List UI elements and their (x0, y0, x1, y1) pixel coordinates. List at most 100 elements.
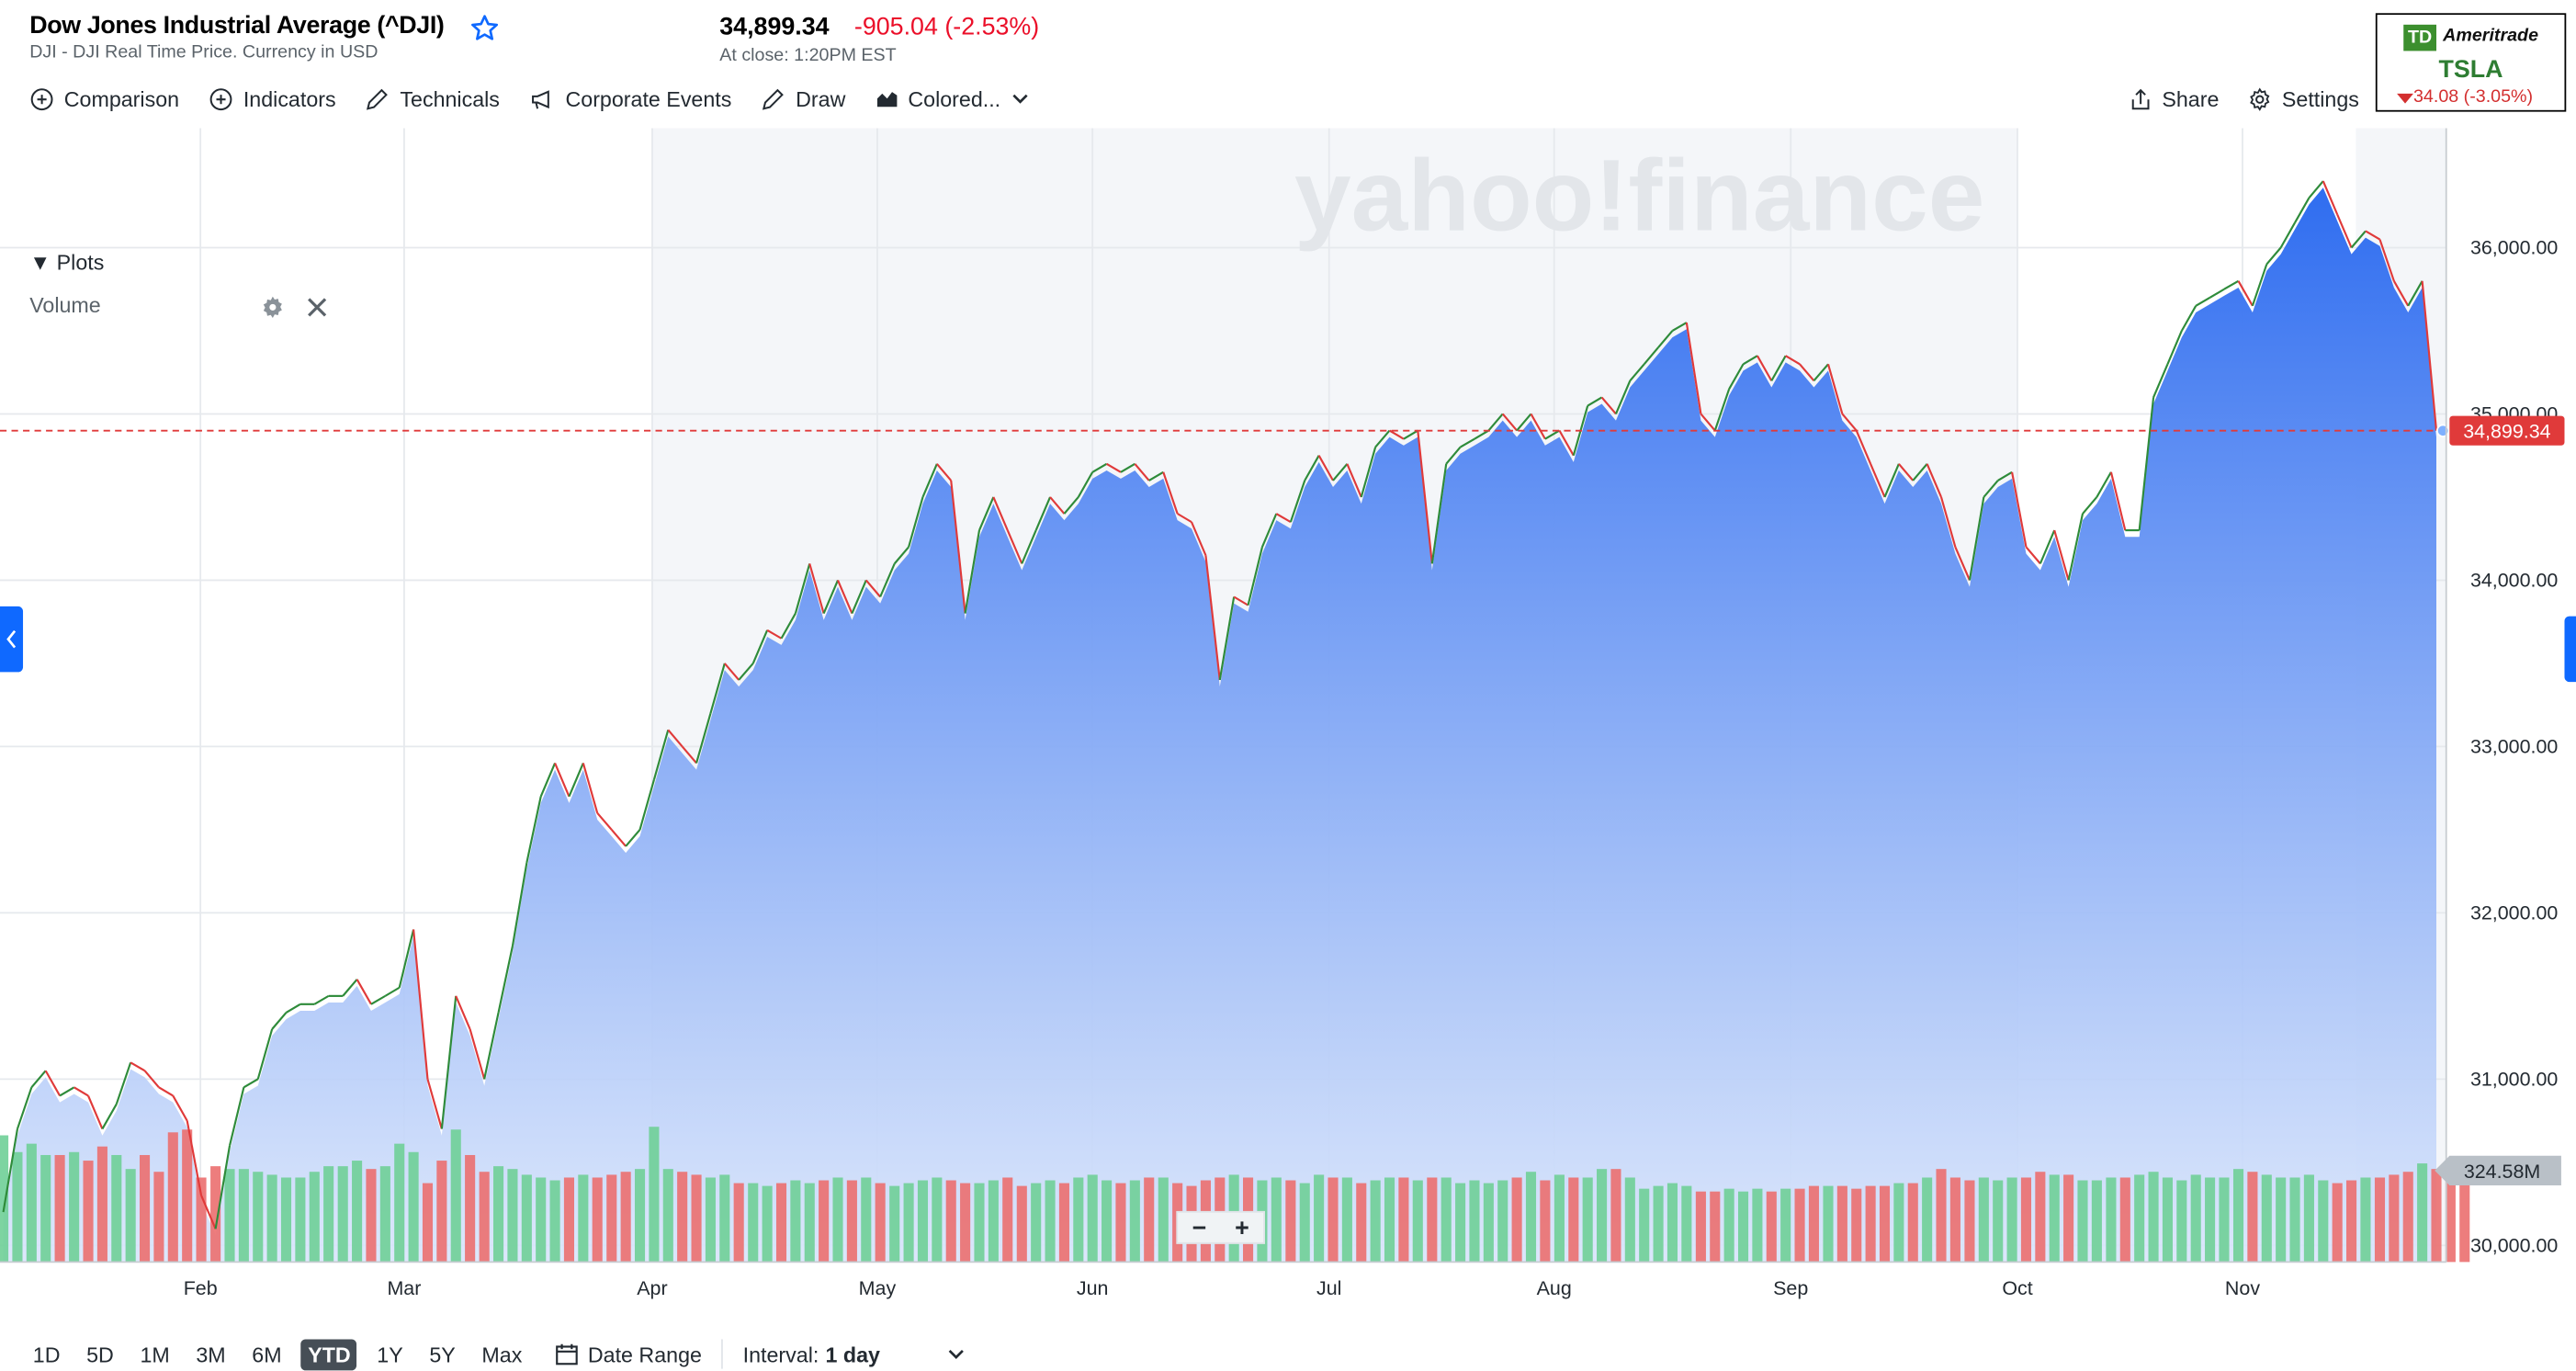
close-icon[interactable] (306, 296, 329, 319)
close-time: At close: 1:20PM EST (719, 46, 897, 66)
range-5d-button[interactable]: 5D (86, 1342, 114, 1366)
volume-bar (917, 1180, 929, 1263)
share-button[interactable]: Share (2130, 82, 2219, 115)
price-line-segment (610, 829, 627, 847)
volume-bar (1851, 1188, 1862, 1263)
price-line-segment (893, 546, 910, 565)
volume-bar (1016, 1185, 1027, 1263)
settings-button[interactable]: Settings (2247, 82, 2359, 115)
price-line-segment (2109, 471, 2127, 531)
price-line-segment (256, 1028, 274, 1080)
range-6m-button[interactable]: 6M (252, 1342, 282, 1366)
price-line-segment (2336, 213, 2353, 248)
price-line-segment (554, 763, 571, 798)
price-line-segment (1713, 388, 1731, 431)
price-line-segment (936, 463, 953, 482)
volume-bar (2035, 1172, 2046, 1263)
volume-bar (352, 1161, 363, 1263)
volume-bar (2374, 1177, 2386, 1263)
volume-bar (1568, 1177, 1579, 1263)
range-ytd-button[interactable]: YTD (301, 1338, 357, 1370)
y-tick-label: 31,000.00 (2470, 1068, 2558, 1090)
volume-bar (2049, 1174, 2060, 1263)
indicators-button[interactable]: Indicators (209, 82, 336, 115)
volume-bar (2106, 1177, 2117, 1263)
interval-dropdown[interactable]: 1 day (825, 1342, 880, 1366)
volume-bar (1653, 1185, 1664, 1263)
range-max-button[interactable]: Max (481, 1342, 523, 1366)
price-line-segment (1530, 413, 1546, 440)
chart-style-dropdown[interactable]: Colored... (876, 82, 1040, 115)
volume-bar (69, 1151, 80, 1263)
price-line-segment (398, 929, 415, 989)
volume-bar (1271, 1177, 1282, 1263)
price-line-segment (1332, 463, 1349, 482)
price-line-segment (638, 779, 655, 831)
zoom-out-button[interactable]: − (1192, 1213, 1207, 1242)
x-tick-label: Nov (2225, 1277, 2260, 1299)
price-line-segment (1218, 596, 1236, 681)
technicals-button[interactable]: Technicals (366, 82, 500, 115)
volume-bar (536, 1177, 547, 1263)
volume-bar (662, 1169, 673, 1263)
gear-icon[interactable] (260, 294, 287, 321)
price-line-segment (709, 663, 726, 714)
price-line-segment (1430, 463, 1448, 564)
volume-bar (436, 1161, 447, 1263)
price-line-segment (1403, 429, 1418, 440)
price-line-segment (130, 1061, 146, 1072)
range-1m-button[interactable]: 1M (140, 1342, 170, 1366)
range-1d-button[interactable]: 1D (32, 1342, 61, 1366)
price-line-segment (751, 629, 769, 664)
volume-bar (2077, 1180, 2088, 1263)
price-line-segment (1643, 346, 1659, 365)
price-line-segment (1417, 430, 1433, 564)
plots-toggle[interactable]: ▼ Plots (29, 249, 105, 275)
price-line-segment (2237, 280, 2254, 307)
price-line-segment (2152, 363, 2169, 398)
volume-bar (295, 1177, 306, 1263)
range-5y-button[interactable]: 5Y (429, 1342, 456, 1366)
volume-bar (1540, 1180, 1551, 1263)
price-line-segment (1134, 463, 1150, 482)
volume-bar (1144, 1177, 1155, 1263)
price-line-segment (1728, 363, 1745, 390)
price-line-segment (1939, 496, 1957, 548)
price-line-segment (342, 979, 358, 997)
price-line-segment (2082, 496, 2098, 515)
zoom-in-button[interactable]: + (1235, 1213, 1249, 1242)
price-line-segment (1304, 455, 1320, 482)
date-range-button[interactable]: Date Range (555, 1342, 702, 1366)
volume-bar (2091, 1180, 2102, 1263)
star-icon[interactable] (469, 13, 499, 42)
price-line-segment (1898, 463, 1915, 482)
comparison-button[interactable]: Comparison (29, 82, 179, 115)
price-line-segment (1685, 322, 1702, 414)
price-line-segment (2180, 305, 2198, 332)
price-line-segment (2378, 239, 2395, 282)
price-line-segment (1600, 396, 1617, 415)
price-chart[interactable]: yahoo!finance 36,000.0035,000.0034,000.0… (0, 128, 2576, 1337)
draw-button[interactable]: Draw (762, 82, 845, 115)
volume-bar (2402, 1172, 2413, 1263)
right-panel-toggle[interactable] (2564, 616, 2576, 683)
price-line-segment (1063, 496, 1079, 515)
ad-banner[interactable]: TD Ameritrade TSLA 34.08 (-3.05%) (2375, 13, 2567, 112)
volume-bar (366, 1169, 377, 1263)
volume-bar (12, 1151, 23, 1263)
volume-bar (606, 1174, 617, 1263)
range-3m-button[interactable]: 3M (196, 1342, 226, 1366)
volume-bar (2332, 1183, 2343, 1263)
volume-bar (224, 1169, 235, 1263)
price-line-segment (158, 1086, 174, 1097)
volume-bar (705, 1177, 716, 1263)
ad-brand: Ameritrade (2443, 26, 2539, 47)
left-panel-toggle[interactable] (0, 606, 24, 673)
interval-label: Interval: (742, 1342, 819, 1366)
volume-bar (1752, 1188, 1763, 1263)
volume-bar (592, 1177, 603, 1263)
corporate-events-button[interactable]: Corporate Events (529, 82, 731, 115)
range-1y-button[interactable]: 1Y (377, 1342, 403, 1366)
price-line-segment (59, 1086, 75, 1097)
